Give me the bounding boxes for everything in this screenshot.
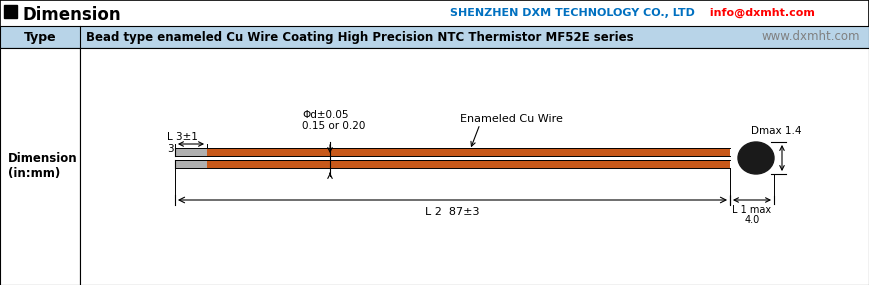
Text: 0.15 or 0.20: 0.15 or 0.20 (302, 121, 365, 131)
Bar (4, 5, 17, 18)
Text: L 3±1: L 3±1 (167, 132, 198, 142)
Text: info@dxmht.com: info@dxmht.com (706, 8, 815, 18)
Bar (175, 160, 730, 168)
Text: SHENZHEN DXM TECHNOLOGY CO., LTD: SHENZHEN DXM TECHNOLOGY CO., LTD (450, 8, 695, 18)
Text: Dmax 1.4: Dmax 1.4 (751, 126, 801, 136)
Text: L 2  87±3: L 2 87±3 (425, 207, 480, 217)
Bar (207, 160, 730, 168)
Text: Dimension: Dimension (23, 6, 122, 24)
Text: L 1 max: L 1 max (733, 205, 772, 215)
Bar (207, 148, 730, 156)
Ellipse shape (738, 142, 774, 174)
Bar (80, 48, 869, 285)
Bar (175, 148, 730, 156)
Text: 3: 3 (167, 144, 174, 154)
Text: Dimension
(in:mm): Dimension (in:mm) (8, 152, 77, 180)
Bar (0, 26, 869, 48)
Text: Type: Type (23, 30, 56, 44)
Text: Enameled Cu Wire: Enameled Cu Wire (460, 114, 563, 124)
Bar (0, 48, 80, 285)
Text: Bead type enameled Cu Wire Coating High Precision NTC Thermistor MF52E series: Bead type enameled Cu Wire Coating High … (86, 30, 634, 44)
Text: www.dxmht.com: www.dxmht.com (761, 30, 860, 44)
Text: Φd±0.05: Φd±0.05 (302, 110, 348, 120)
Text: 4.0: 4.0 (745, 215, 760, 225)
